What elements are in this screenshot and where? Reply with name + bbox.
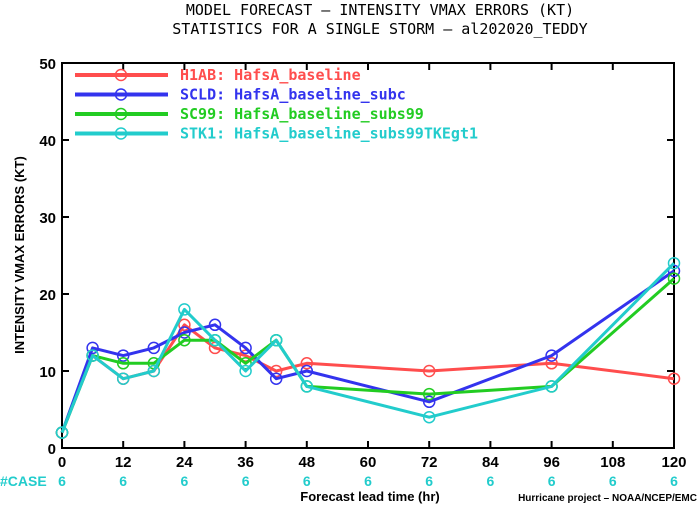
legend-label: STK1: HafsA_baseline_subs99TKEgt1 [180,125,478,143]
series-line [60,323,675,434]
x-tick-label: 36 [237,454,254,471]
data-point [422,364,436,378]
data-point [545,357,558,370]
y-tick-label: 10 [39,364,56,381]
data-point [178,326,191,339]
data-point [239,357,252,370]
data-point [116,349,130,362]
data-point [667,264,681,278]
data-point [116,372,130,385]
credit-text: Hurricane project – NOAA/NCEP/EMC [518,493,697,504]
data-point [55,426,69,439]
case-count: 6 [58,473,66,489]
x-tick-label: 24 [176,454,193,471]
chart-subtitle: STATISTICS FOR A SINGLE STORM – al202020… [172,20,587,38]
data-point [269,372,283,385]
data-point [422,395,436,409]
data-point [178,303,191,316]
data-point [545,349,558,362]
y-axis: 0 10 20 30 40 50 [39,56,674,458]
y-tick-label: 0 [48,441,56,458]
x-tick-label: 96 [543,454,560,471]
y-tick-label: 20 [39,287,56,304]
data-point [269,364,283,378]
data-point [667,256,681,270]
legend-marker [114,127,128,140]
data-point [147,341,161,355]
case-count: 6 [609,473,617,489]
case-count: 6 [364,473,372,489]
legend: H1AB: HafsA_baseline SCLD: HafsA_baseline… [75,66,478,143]
y-tick-label: 50 [39,56,56,73]
case-count: 6 [487,473,495,489]
x-axis: 0 12 24 36 48 60 72 84 96 108 120 [58,63,687,471]
data-point [300,364,314,378]
legend-item: SCLD: HafsA_baseline_subc [75,86,406,104]
data-point [667,272,681,285]
data-point [545,380,558,393]
data-point [239,364,252,378]
data-point [178,333,191,347]
case-count: 6 [181,473,189,489]
legend-marker [114,107,128,121]
case-count: 6 [670,473,678,489]
data-point [422,410,436,424]
x-tick-label: 84 [482,454,499,471]
x-tick-label: 108 [600,454,625,471]
data-point [422,387,436,401]
series-3 [55,256,681,439]
legend-item: H1AB: HafsA_baseline [75,66,361,84]
legend-marker [114,68,128,82]
data-point [239,341,252,355]
series-line [60,269,675,434]
data-point [300,357,314,370]
x-axis-label: Forecast lead time (hr) [300,489,439,504]
data-point [86,349,99,362]
y-tick-label: 30 [39,210,56,227]
data-point [86,341,99,355]
case-count: 6 [119,473,127,489]
x-tick-label: 120 [661,454,686,471]
x-tick-label: 72 [421,454,438,471]
case-counts: 6 6 6 6 6 6 6 6 6 6 6 [58,473,678,489]
y-axis-label: INTENSITY VMAX ERRORS (KT) [12,156,27,354]
case-count: 6 [303,473,311,489]
legend-label: SCLD: HafsA_baseline_subc [180,86,406,104]
x-tick-label: 0 [58,454,66,471]
x-tick-label: 48 [298,454,315,471]
x-tick-label: 60 [360,454,377,471]
chart-title: MODEL FORECAST – INTENSITY VMAX ERRORS (… [186,1,574,19]
data-point [239,349,252,362]
case-count-label: #CASE [0,473,47,489]
data-point [667,372,681,385]
legend-item: STK1: HafsA_baseline_subs99TKEgt1 [75,125,478,143]
legend-label: H1AB: HafsA_baseline [180,66,361,84]
x-tick-label: 12 [115,454,132,471]
data-point [300,380,314,393]
case-count: 6 [425,473,433,489]
series-group [55,256,681,439]
data-point [269,333,283,347]
data-point [116,357,130,370]
legend-label: SC99: HafsA_baseline_subs99 [180,105,424,123]
series-0 [55,318,681,439]
legend-item: SC99: HafsA_baseline_subs99 [75,105,424,123]
data-point [208,333,222,347]
data-point [208,341,222,355]
series-2 [55,272,681,439]
data-point [147,364,161,378]
series-line [60,262,676,434]
case-count: 6 [548,473,556,489]
case-count: 6 [242,473,250,489]
y-tick-label: 40 [39,133,56,150]
legend-marker [114,88,128,101]
data-point [208,318,222,332]
data-point [178,318,191,332]
